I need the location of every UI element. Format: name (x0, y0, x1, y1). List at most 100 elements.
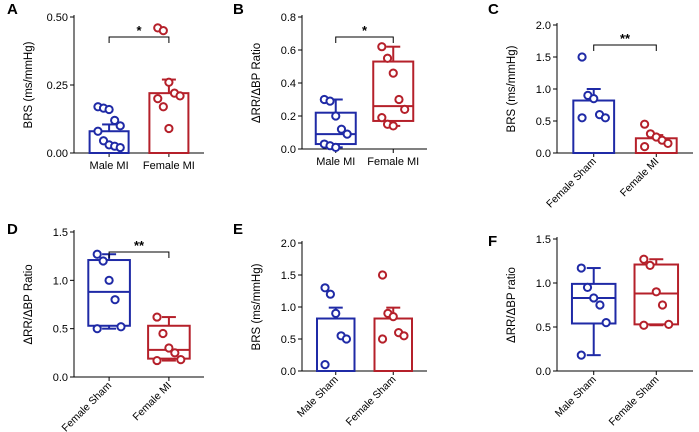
significance-bracket (593, 44, 657, 51)
data-point (377, 270, 388, 280)
bar (373, 317, 413, 372)
data-point (158, 328, 168, 339)
data-point (639, 254, 649, 264)
data-point (164, 77, 174, 87)
data-point (577, 113, 587, 123)
panel-C: C 0.0 0.5 1.0 1.5 2.0 BRS (ms/mmHg) Female Sham… (488, 1, 693, 210)
data-point (153, 94, 163, 104)
y-tick-label: 0.5 (536, 322, 551, 334)
series-2 (372, 42, 415, 131)
data-point (164, 343, 174, 353)
data-point (640, 119, 650, 129)
data-point (388, 68, 398, 78)
data-point (377, 334, 388, 344)
series-1 (314, 94, 357, 152)
data-point (93, 126, 103, 136)
x-tick-label: Female MI (143, 160, 195, 172)
y-tick-label: 1.5 (536, 52, 551, 64)
y-axis-label: BRS (ms/mmHg) (23, 41, 35, 128)
y-tick-label: 0.0 (53, 372, 68, 384)
y-axis-label: ΔRR/ΔBP ratio (506, 267, 518, 343)
y-axis-label: ΔRR/ΔBP Ratio (251, 43, 263, 123)
data-point (175, 91, 185, 101)
x-tick-label: Male Sham (553, 373, 599, 419)
data-point (639, 320, 649, 330)
data-point (104, 275, 114, 285)
series-1 (88, 102, 130, 155)
data-point (164, 123, 174, 134)
series-1 (570, 263, 617, 360)
box (147, 324, 191, 360)
x-tick-label: Female Sham (60, 379, 115, 432)
data-point (176, 355, 186, 365)
panel-letter: D (7, 221, 18, 238)
data-point (582, 282, 593, 292)
y-tick-label: 0.0 (536, 148, 551, 160)
data-point (110, 115, 120, 125)
data-point (110, 295, 120, 305)
data-point (377, 113, 387, 123)
data-point (158, 26, 168, 36)
data-point (342, 129, 352, 139)
y-axis-label: BRS (ms/mmHg) (251, 263, 263, 350)
data-point (325, 96, 335, 106)
data-point (399, 331, 409, 341)
significance-marker: * (136, 23, 142, 38)
y-tick-label: 0.25 (47, 80, 68, 92)
data-point (394, 94, 404, 105)
significance-marker: ** (620, 31, 631, 46)
x-tick-label: Female Sham (544, 155, 599, 210)
bar (572, 99, 616, 154)
data-point (388, 312, 398, 322)
x-tick-label: Male MI (90, 160, 129, 172)
data-point (336, 124, 347, 134)
data-point (331, 142, 341, 152)
data-point (116, 322, 126, 332)
y-tick-label: 0.5 (536, 116, 551, 128)
data-point (170, 348, 180, 358)
significance-marker: ** (134, 238, 145, 253)
y-tick-label: 0.4 (281, 78, 296, 90)
panel-B: B 0.0 0.2 0.4 0.6 0.8 ΔRR/ΔBP Ratio Male MI Fema… (233, 1, 427, 168)
panel-letter: C (488, 1, 499, 18)
y-tick-label: 0.0 (281, 366, 296, 378)
panel-D: D 0.0 0.5 1.0 1.5 ΔRR/ΔBP Ratio Female Sham Fem… (7, 221, 204, 432)
x-tick-label: Female Sham (344, 373, 399, 428)
panel-A: A 0.00 0.25 0.50 BRS (ms/mmHg) Male MI Female … (7, 1, 204, 172)
panel-E: E 0.0 0.5 1.0 1.5 2.0 BRS (ms/mmHg) Male Sham Fe… (233, 221, 427, 428)
data-point (320, 360, 330, 370)
x-tick-label: Male Sham (295, 373, 341, 419)
y-tick-label: 1.0 (536, 278, 551, 290)
data-point (104, 104, 114, 115)
panel-letter: E (233, 221, 243, 238)
y-tick-label: 0.2 (281, 111, 296, 123)
data-point (98, 256, 108, 266)
y-tick-label: 1.0 (536, 84, 551, 96)
series-2 (147, 312, 191, 366)
panel-letter: B (233, 1, 244, 18)
data-point (152, 312, 162, 322)
y-tick-label: 1.5 (53, 227, 68, 239)
y-tick-label: 2.0 (281, 238, 296, 250)
x-tick-label: Female MI (618, 156, 662, 200)
y-tick-label: 0.5 (281, 334, 296, 346)
data-point (158, 102, 168, 112)
data-point (577, 52, 587, 62)
data-point (331, 308, 341, 318)
data-point (595, 300, 605, 310)
y-tick-label: 0.50 (47, 12, 68, 24)
data-point (640, 142, 650, 152)
series-2 (148, 23, 190, 155)
y-tick-label: 0.5 (53, 324, 68, 336)
data-point (663, 138, 673, 148)
y-tick-label: 1.5 (281, 270, 296, 282)
significance-bracket (335, 36, 394, 43)
data-point (115, 121, 125, 131)
data-point (589, 293, 599, 303)
x-tick-label: Male MI (316, 156, 355, 168)
significance-bracket (108, 36, 170, 43)
data-point (92, 324, 102, 334)
y-tick-label: 1.5 (536, 234, 551, 246)
x-tick-label: Female MI (130, 380, 174, 424)
y-tick-label: 1.0 (281, 302, 296, 314)
